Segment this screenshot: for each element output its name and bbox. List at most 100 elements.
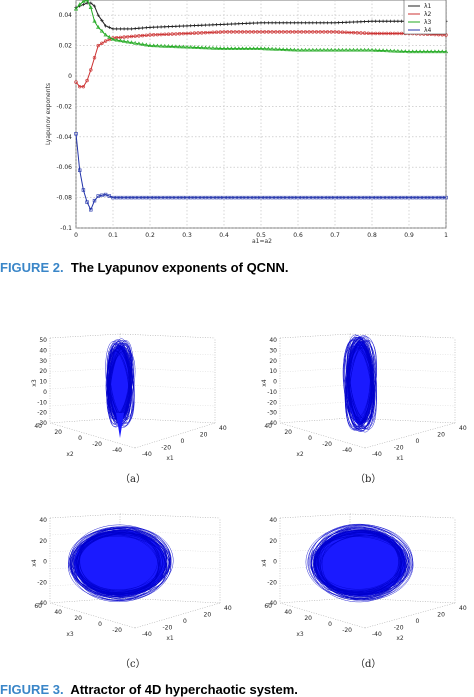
data-point bbox=[270, 21, 274, 25]
data-point bbox=[226, 195, 230, 200]
series-line bbox=[75, 31, 447, 88]
data-point bbox=[115, 27, 119, 31]
data-point bbox=[203, 45, 208, 50]
y-tick-label: -20 bbox=[342, 627, 352, 634]
data-point bbox=[96, 194, 100, 198]
data-point bbox=[381, 195, 385, 200]
data-point bbox=[325, 47, 330, 52]
data-point bbox=[340, 30, 345, 34]
data-point bbox=[340, 47, 345, 52]
data-point bbox=[270, 195, 274, 200]
data-point bbox=[225, 46, 230, 51]
data-point bbox=[296, 21, 300, 25]
data-point bbox=[363, 19, 367, 24]
z-tick-label: 40 bbox=[39, 517, 47, 524]
data-point bbox=[380, 48, 386, 53]
y-tick-label: 40 bbox=[264, 423, 272, 430]
data-point bbox=[92, 4, 97, 8]
data-point bbox=[92, 56, 97, 60]
data-point bbox=[432, 49, 438, 54]
data-point bbox=[300, 21, 304, 25]
data-point bbox=[163, 195, 167, 200]
data-point bbox=[299, 47, 304, 52]
data-point bbox=[233, 30, 237, 34]
legend-entry: λ2 bbox=[424, 11, 432, 18]
data-point bbox=[166, 44, 171, 48]
data-point bbox=[303, 47, 308, 52]
data-point bbox=[159, 32, 163, 37]
data-point bbox=[296, 30, 300, 34]
x-tick-label: 0.4 bbox=[219, 232, 229, 239]
data-point bbox=[207, 195, 211, 200]
data-point bbox=[292, 30, 296, 34]
legend-entry: λ3 bbox=[424, 19, 432, 26]
data-point bbox=[96, 25, 101, 29]
data-point bbox=[226, 22, 230, 26]
data-point bbox=[307, 21, 311, 25]
data-point bbox=[422, 195, 426, 200]
data-point bbox=[110, 37, 116, 41]
data-point bbox=[125, 39, 130, 44]
data-point bbox=[400, 19, 404, 23]
data-point bbox=[210, 45, 216, 50]
data-point bbox=[159, 25, 163, 29]
data-point bbox=[77, 84, 82, 89]
data-point bbox=[266, 195, 271, 200]
data-point bbox=[211, 30, 215, 35]
data-point bbox=[392, 19, 396, 23]
data-point bbox=[351, 47, 356, 52]
data-point bbox=[111, 27, 115, 31]
data-point bbox=[403, 195, 407, 200]
x-axis-label: x1 bbox=[396, 455, 404, 462]
data-point bbox=[310, 47, 315, 52]
z-tick-label: 40 bbox=[39, 347, 47, 354]
data-point bbox=[410, 49, 415, 54]
data-point bbox=[351, 30, 356, 35]
x-tick-label: 0.3 bbox=[182, 232, 192, 239]
data-point bbox=[144, 26, 148, 30]
data-point bbox=[96, 13, 100, 17]
x-tick-label: -40 bbox=[372, 451, 382, 458]
data-point bbox=[425, 195, 430, 200]
x-tick-label: 0.7 bbox=[330, 232, 340, 239]
data-point bbox=[414, 195, 419, 200]
data-point bbox=[122, 195, 126, 200]
attractor-plot: 40 20 0 -20 -40 x4 60 40 20 0 -20 x3 -40 -20 0 20 40 x2 bbox=[261, 513, 467, 642]
figure3-label: FIGURE 3. bbox=[0, 682, 64, 697]
data-point bbox=[77, 2, 82, 6]
z-tick-label: 0 bbox=[273, 379, 277, 386]
data-point bbox=[152, 25, 156, 29]
data-point bbox=[152, 195, 156, 200]
data-point bbox=[181, 24, 185, 28]
x-tick-label: 40 bbox=[459, 605, 467, 612]
data-point bbox=[100, 18, 104, 23]
data-point bbox=[425, 49, 430, 54]
data-point bbox=[126, 35, 130, 39]
data-point bbox=[237, 195, 241, 200]
data-point bbox=[137, 34, 141, 38]
z-tick-label: 20 bbox=[39, 538, 47, 545]
data-point bbox=[314, 30, 319, 34]
data-point bbox=[100, 41, 104, 46]
x-tick-label: 1 bbox=[444, 232, 448, 239]
data-point bbox=[236, 46, 241, 51]
data-point bbox=[366, 195, 370, 200]
data-point bbox=[133, 26, 137, 31]
x-tick-label: 0.5 bbox=[256, 232, 266, 239]
figure2-caption: FIGURE 2. The Lyapunov exponents of QCNN… bbox=[0, 260, 288, 275]
data-point bbox=[395, 48, 401, 53]
x-tick-label: 0.8 bbox=[367, 232, 377, 239]
x-axis-label: x2 bbox=[396, 635, 404, 642]
data-point bbox=[388, 195, 393, 200]
data-point bbox=[314, 195, 319, 200]
y-tick-label: -0.02 bbox=[56, 103, 72, 110]
data-point bbox=[221, 46, 227, 51]
z-tick-label: -30 bbox=[267, 410, 277, 417]
data-point bbox=[147, 43, 153, 47]
data-point bbox=[126, 195, 130, 200]
data-point bbox=[129, 27, 134, 31]
data-point bbox=[103, 32, 108, 37]
data-point bbox=[122, 27, 126, 31]
data-point bbox=[136, 41, 142, 46]
z-axis-label: x4 bbox=[31, 559, 38, 567]
